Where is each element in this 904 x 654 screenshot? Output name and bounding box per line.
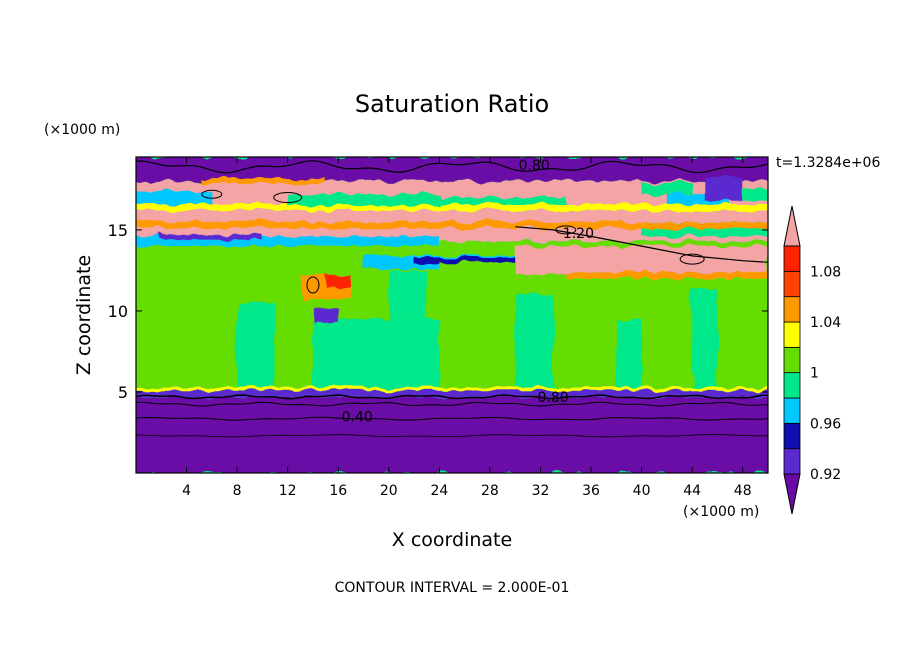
colorbar-segment-2 <box>783 397 801 424</box>
contour-1.20 <box>515 226 768 263</box>
contour-0.20-low <box>136 434 768 438</box>
x-tick-label-0: 4 <box>182 483 191 499</box>
field-patch-32 <box>312 307 339 323</box>
contour-0.80-high <box>136 160 768 174</box>
x-tick-label-5: 24 <box>430 483 448 499</box>
field-patch-2 <box>414 257 541 264</box>
x-tick-label-9: 40 <box>633 483 651 499</box>
colorbar-segment-5 <box>783 321 801 348</box>
contour-closed-3 <box>555 225 577 235</box>
field-patch-24 <box>199 178 326 183</box>
contour-closed-4 <box>679 253 705 265</box>
contour-0.40-low <box>136 416 768 421</box>
field-patch-20 <box>704 178 743 201</box>
field-patch-33 <box>325 275 351 287</box>
field-patch-17 <box>136 157 768 179</box>
y-tick-label-2: 15 <box>108 221 128 240</box>
field-patch-22 <box>136 203 768 211</box>
field-patch-7 <box>439 262 516 344</box>
field-patch-15 <box>616 319 642 388</box>
colorbar-segment-3 <box>783 372 801 399</box>
x-tick-label-6: 28 <box>481 483 499 499</box>
colorbar-under-triangle <box>783 473 801 515</box>
colorbar-segment-8 <box>783 245 801 272</box>
field-patch-0 <box>136 236 440 247</box>
colorbar-tick-label-2: 1 <box>810 366 819 382</box>
field-patch-12 <box>312 319 440 389</box>
time-label: t=1.3284e+06 <box>776 155 880 171</box>
x-tick-label-3: 16 <box>329 483 347 499</box>
y-axis-title: Z coordinate <box>73 255 95 375</box>
x-tick-label-7: 32 <box>532 483 550 499</box>
field-patch-34 <box>136 387 768 391</box>
colorbar: 0.92 0.96 1 1.04 1.08 <box>783 205 841 515</box>
field-patch-16 <box>692 286 718 388</box>
field-patch-18 <box>641 182 693 195</box>
field-patch-13 <box>388 270 427 320</box>
field-patch-30 <box>591 278 768 290</box>
saturation-field <box>136 157 768 473</box>
y-unit-label: (×1000 m) <box>44 122 120 138</box>
field-patch-5 <box>136 270 238 384</box>
field-patch-25 <box>287 194 440 206</box>
contour-interval-footer: CONTOUR INTERVAL = 2.000E-01 <box>335 580 570 596</box>
field-patch-27 <box>439 197 566 204</box>
y-tick-label-0: 5 <box>118 383 128 402</box>
colorbar-segment-1 <box>783 422 801 450</box>
contour-label-1: 1.20 <box>563 226 594 242</box>
field-layer-0 <box>136 396 768 473</box>
contour-label-0: 0.80 <box>519 158 550 174</box>
x-tick-label-8: 36 <box>582 483 600 499</box>
x-tick-label-1: 8 <box>233 483 242 499</box>
colorbar-tick-label-4: 1.08 <box>810 264 841 280</box>
colorbar-segment-0 <box>783 448 801 475</box>
y-tick-label-1: 10 <box>108 302 128 321</box>
colorbar-tick-label-0: 0.92 <box>810 467 841 483</box>
x-unit-label: (×1000 m) <box>683 504 759 520</box>
y-axis-ticks: 5 10 15 <box>108 221 768 402</box>
colorbar-segment-6 <box>783 296 801 323</box>
contour-label-group: 0.80 1.20 0.80 0.40 <box>342 158 594 425</box>
x-tick-label-10: 44 <box>683 483 701 499</box>
field-patch-21 <box>742 189 768 201</box>
x-axis-title: X coordinate <box>392 529 512 551</box>
contour-closed-0 <box>201 189 223 199</box>
x-axis-ticks: 4 8 12 16 20 24 28 32 36 40 44 48 <box>182 157 752 499</box>
contour-closed-1 <box>273 192 303 204</box>
contour-0.60-low <box>136 401 768 407</box>
colorbar-segment-4 <box>783 346 801 374</box>
field-patch-28 <box>515 246 768 274</box>
field-patch-23 <box>136 221 768 229</box>
contour-label-2: 0.80 <box>538 390 569 406</box>
contour-0.80-low <box>136 394 768 400</box>
field-patch-26 <box>136 191 212 204</box>
field-patch-3 <box>161 234 263 240</box>
contour-closed-2 <box>306 276 320 294</box>
field-patch-11 <box>237 302 276 388</box>
x-tick-label-11: 48 <box>734 483 752 499</box>
chart-title: Saturation Ratio <box>355 90 549 118</box>
colorbar-over-triangle <box>783 205 801 247</box>
field-patch-8 <box>553 278 617 376</box>
contour-lines <box>136 160 768 438</box>
colorbar-tick-label-3: 1.04 <box>810 315 841 331</box>
x-tick-label-4: 20 <box>380 483 398 499</box>
field-patch-29 <box>565 272 768 279</box>
colorbar-segment-7 <box>783 270 801 298</box>
plot-frame <box>135 156 769 474</box>
field-patch-35 <box>136 390 768 397</box>
field-patches <box>136 157 768 473</box>
contour-label-3: 0.40 <box>342 409 373 425</box>
field-patch-14 <box>515 294 554 388</box>
colorbar-tick-label-1: 0.96 <box>810 416 841 432</box>
x-tick-label-2: 12 <box>279 483 297 499</box>
